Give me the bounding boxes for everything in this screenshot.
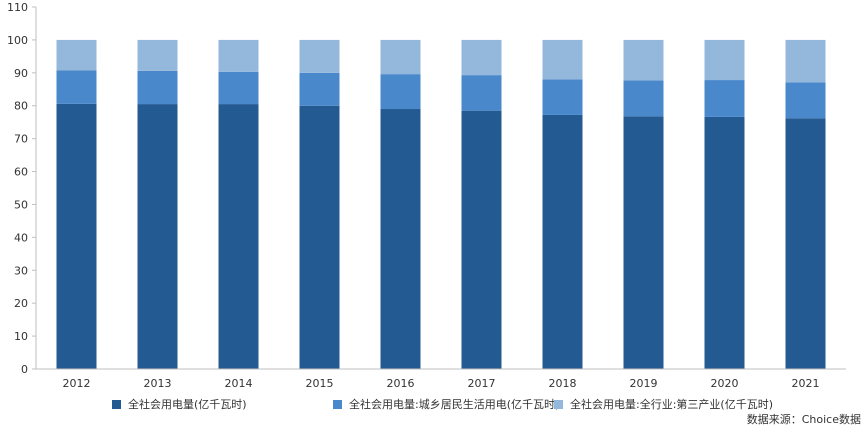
x-tick-label: 2016	[387, 377, 415, 390]
bar-segment-s1-2019	[623, 116, 664, 369]
bar-segment-s1-2018	[542, 114, 583, 369]
legend-swatch-total	[112, 399, 121, 409]
x-tick-label: 2013	[144, 377, 172, 390]
y-tick-label: 10	[14, 330, 28, 343]
bar-segment-s2-2013	[137, 70, 178, 105]
bar-segment-s2-2014	[218, 71, 259, 105]
x-tick-label: 2021	[792, 377, 820, 390]
x-tick-label: 2017	[468, 377, 496, 390]
y-tick-label: 60	[14, 166, 28, 179]
y-tick-label: 110	[7, 1, 28, 14]
bar-segment-s1-2012	[56, 103, 97, 370]
bar-segment-s2-2016	[380, 74, 421, 110]
bar-segment-s1-2020	[704, 116, 745, 369]
bar-segment-s2-2015	[299, 72, 340, 106]
bar-segment-s3-2020	[704, 39, 745, 81]
bar-segment-s3-2017	[461, 39, 502, 76]
bar-segment-s1-2021	[785, 118, 826, 369]
bar-segment-s1-2015	[299, 105, 340, 370]
legend: 全社会用电量(亿千瓦时) 全社会用电量:城乡居民生活用电(亿千瓦时) 全社会用电…	[0, 396, 865, 414]
bar-segment-s2-2017	[461, 75, 502, 111]
y-tick-label: 40	[14, 231, 28, 244]
y-tick-label: 70	[14, 133, 28, 146]
bar-segment-s3-2015	[299, 39, 340, 73]
bar-segment-s2-2019	[623, 80, 664, 117]
y-tick-label: 20	[14, 297, 28, 310]
source-note: 数据来源：Choice数据	[746, 413, 861, 426]
bar-segment-s2-2018	[542, 79, 583, 115]
bar-segment-s3-2012	[56, 39, 97, 71]
x-tick-label: 2015	[306, 377, 334, 390]
bar-segment-s1-2016	[380, 109, 421, 369]
y-tick-label: 90	[14, 67, 28, 80]
x-tick-label: 2012	[63, 377, 91, 390]
x-tick-label: 2019	[630, 377, 658, 390]
legend-item-total: 全社会用电量(亿千瓦时)	[112, 396, 247, 412]
legend-swatch-tertiary	[554, 399, 563, 409]
bar-segment-s2-2021	[785, 82, 826, 119]
bar-segment-s1-2017	[461, 110, 502, 369]
bar-segment-s3-2013	[137, 39, 178, 71]
legend-item-tertiary: 全社会用电量:全行业:第三产业(亿千瓦时)	[554, 396, 773, 412]
bar-segment-s3-2021	[785, 39, 826, 83]
bar-segment-s2-2012	[56, 70, 97, 104]
legend-item-residential: 全社会用电量:城乡居民生活用电(亿千瓦时)	[333, 396, 559, 412]
legend-swatch-residential	[333, 399, 342, 409]
bar-segment-s2-2020	[704, 80, 745, 117]
legend-label-tertiary: 全社会用电量:全行业:第三产业(亿千瓦时)	[570, 398, 773, 411]
bar-segment-s1-2013	[137, 104, 178, 369]
bar-segment-s3-2016	[380, 39, 421, 75]
x-tick-label: 2020	[711, 377, 739, 390]
bar-segment-s3-2018	[542, 39, 583, 80]
y-tick-label: 50	[14, 198, 28, 211]
y-tick-label: 80	[14, 100, 28, 113]
y-tick-label: 30	[14, 264, 28, 277]
legend-label-total: 全社会用电量(亿千瓦时)	[128, 398, 247, 411]
x-tick-label: 2018	[549, 377, 577, 390]
bar-segment-s3-2014	[218, 39, 259, 72]
legend-label-residential: 全社会用电量:城乡居民生活用电(亿千瓦时)	[349, 398, 560, 411]
y-tick-label: 100	[7, 34, 28, 47]
bar-segment-s3-2019	[623, 39, 664, 81]
y-tick-label: 0	[21, 363, 28, 376]
x-tick-label: 2014	[225, 377, 253, 390]
bar-segment-s1-2014	[218, 104, 259, 369]
